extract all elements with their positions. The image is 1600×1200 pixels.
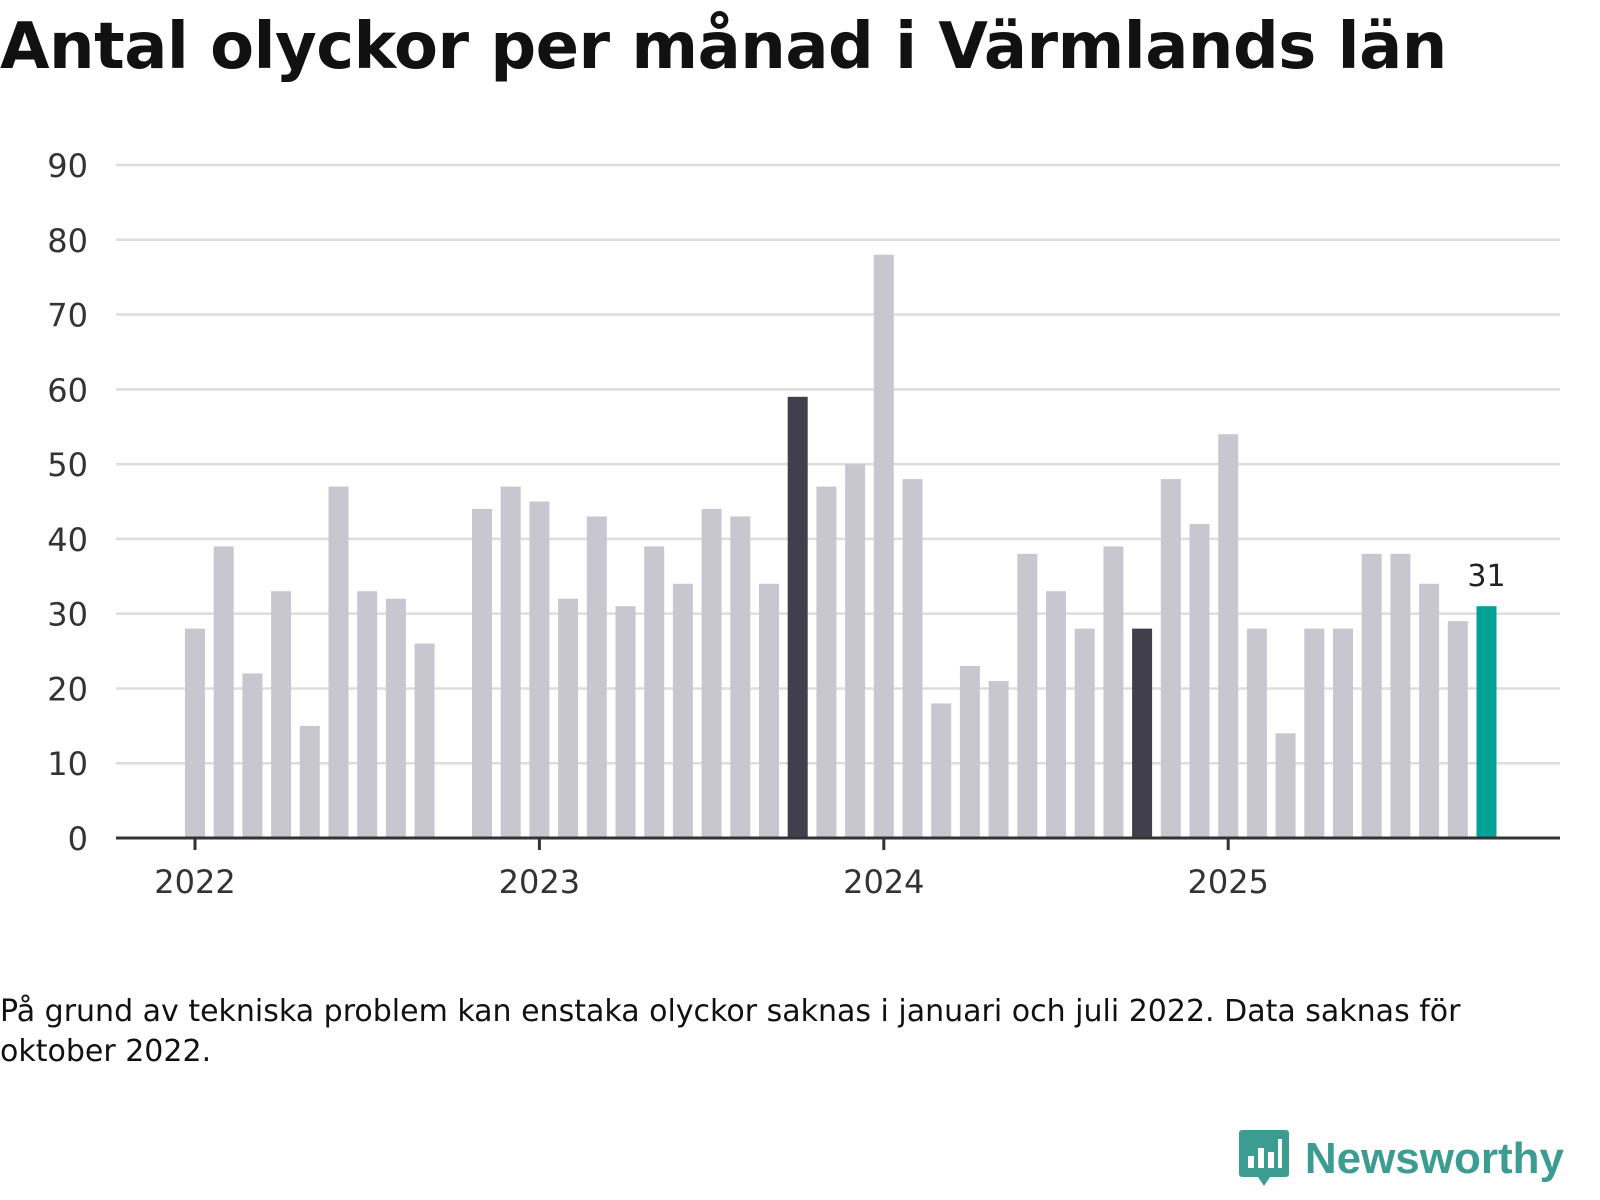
bar-2023-09 (759, 583, 779, 838)
bar-2025-01 (1218, 434, 1239, 838)
bar-2023-11 (816, 486, 837, 838)
brand-name: Newsworthy (1304, 1134, 1564, 1183)
bars (185, 254, 1497, 838)
bar-2025-06 (1361, 553, 1382, 838)
bar-2023-02 (558, 598, 579, 838)
bar-2024-04 (959, 666, 980, 838)
latest-value-label: 31 (1467, 559, 1505, 594)
bar-chart: 0 10 20 30 40 50 60 70 80 90 2022 2023 2024 2025 31 (47, 147, 1560, 901)
bar-2025-05 (1333, 628, 1353, 838)
bar-2022-08 (385, 598, 406, 838)
y-tick-label: 0 (68, 820, 88, 858)
bar-2023-07 (701, 508, 722, 838)
bar-2023-08 (730, 516, 751, 838)
bar-2023-03 (586, 516, 607, 838)
x-axis: 2022 2023 2024 2025 (116, 836, 1560, 901)
footnote: På grund av tekniska problem kan enstaka… (0, 994, 1461, 1069)
bar-2025-02 (1246, 628, 1267, 838)
bar-2024-07 (1046, 591, 1066, 838)
bar-2023-05 (644, 546, 665, 838)
bar-2025-10 (1476, 606, 1497, 838)
bar-2024-12 (1189, 523, 1210, 838)
bar-2025-04 (1304, 628, 1325, 838)
x-tick-label: 2025 (1187, 863, 1268, 901)
y-tick-label: 60 (47, 371, 88, 409)
bar-2024-08 (1074, 628, 1095, 838)
bar-2022-06 (328, 486, 349, 838)
bar-2022-03 (242, 673, 263, 838)
bar-2023-01 (529, 501, 550, 838)
y-tick-label: 80 (47, 222, 88, 260)
bar-2023-10 (787, 396, 808, 838)
data-labels: 31 (1467, 559, 1505, 594)
bar-2024-09 (1103, 546, 1124, 838)
bar-2025-09 (1447, 621, 1468, 838)
bar-2023-12 (845, 464, 866, 838)
grid-lines (116, 163, 1560, 765)
bar-2024-10 (1132, 628, 1153, 838)
bar-2022-07 (357, 591, 378, 838)
y-tick-label: 50 (47, 446, 88, 484)
y-axis-ticks: 0 10 20 30 40 50 60 70 80 90 (47, 147, 88, 858)
newsworthy-logo-icon (1238, 1130, 1289, 1186)
brand: Newsworthy (1238, 1130, 1564, 1188)
bar-2022-02 (213, 546, 234, 838)
y-tick-label: 70 (47, 297, 88, 335)
y-tick-label: 10 (47, 745, 88, 783)
bar-2022-01 (185, 628, 205, 838)
bar-2024-01 (873, 254, 894, 838)
bar-2022-04 (271, 591, 292, 838)
bar-2024-06 (1017, 553, 1038, 838)
bar-2024-02 (902, 479, 923, 838)
bar-2024-05 (988, 680, 1009, 838)
y-tick-label: 90 (47, 147, 88, 185)
bar-2022-05 (299, 725, 320, 838)
bar-2023-06 (672, 583, 693, 838)
bar-2025-08 (1419, 583, 1440, 838)
x-tick-label: 2023 (499, 863, 580, 901)
bar-2024-11 (1160, 479, 1181, 838)
bar-2025-07 (1390, 553, 1411, 838)
bar-2022-09 (414, 643, 435, 838)
x-tick-label: 2024 (843, 863, 924, 901)
bar-2022-12 (500, 486, 521, 838)
bar-2023-04 (615, 606, 636, 838)
bar-2024-03 (931, 703, 952, 838)
y-tick-label: 20 (47, 670, 88, 708)
y-tick-label: 30 (47, 596, 88, 634)
bar-2025-03 (1275, 733, 1296, 838)
y-tick-label: 40 (47, 521, 88, 559)
x-tick-label: 2022 (154, 863, 235, 901)
bar-2022-11 (472, 508, 492, 838)
chart-title: Antal olyckor per månad i Värmlands län (0, 10, 1447, 84)
